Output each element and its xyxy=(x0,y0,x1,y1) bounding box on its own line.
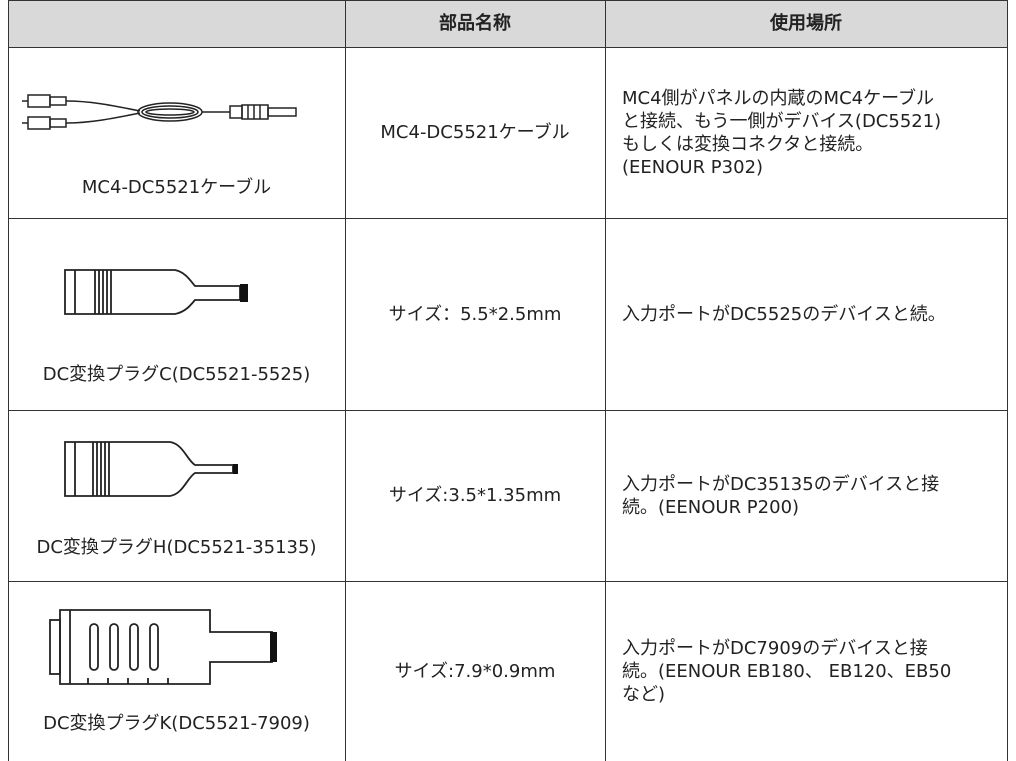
image-caption: DC変換プラグH(DC5521-35135) xyxy=(36,537,317,558)
usage-line: もしくは変換コネクタと接続。 xyxy=(622,133,874,155)
part-name: サイズ：5.5*2.5mm xyxy=(388,303,562,325)
image-caption: DC変換プラグK(DC5521-7909) xyxy=(43,713,310,734)
usage-line: 入力ポートがDC35135のデバイスと接 xyxy=(622,473,940,495)
plug-image xyxy=(64,441,238,497)
image-caption: DC変換プラグC(DC5521-5525) xyxy=(42,364,311,385)
border xyxy=(8,0,1008,1)
usage-line: 入力ポートがDC5525のデバイスと続。 xyxy=(622,303,946,325)
usage-line: など) xyxy=(622,683,666,705)
part-name: MC4-DC5521ケーブル xyxy=(380,122,570,143)
header-cell: 部品名称 xyxy=(439,13,511,34)
header-background xyxy=(8,0,1008,47)
usage-line: (EENOUR P302) xyxy=(622,156,764,178)
usage-line: 続。(EENOUR EB180、 EB120、EB50 xyxy=(622,660,952,682)
usage-line: と接続、もう一側がデバイス(DC5521) xyxy=(622,110,942,132)
usage-cell: MC4側がパネルの内蔵のMC4ケーブル と接続、もう一側がデバイス(DC5521… xyxy=(605,47,1007,218)
plug-image xyxy=(49,609,277,685)
usage-line: 続。(EENOUR P200) xyxy=(622,496,800,518)
image-caption: MC4-DC5521ケーブル xyxy=(81,177,272,198)
usage-cell: 入力ポートがDC7909のデバイスと接 続。(EENOUR EB180、 EB1… xyxy=(605,581,1007,761)
border xyxy=(605,0,606,761)
border xyxy=(8,0,9,761)
border xyxy=(345,0,346,761)
border xyxy=(8,410,1008,411)
border xyxy=(8,218,1008,219)
usage-cell: 入力ポートがDC5525のデバイスと続。 xyxy=(605,218,1007,410)
usage-line: MC4側がパネルの内蔵のMC4ケーブル xyxy=(622,87,935,109)
cable-image xyxy=(22,94,297,130)
border xyxy=(8,47,1008,48)
plug-image xyxy=(64,269,248,315)
header-cell: 使用場所 xyxy=(770,13,842,34)
border xyxy=(8,581,1008,582)
border xyxy=(1007,0,1008,761)
part-name: サイズ:7.9*0.9mm xyxy=(394,660,556,682)
usage-cell: 入力ポートがDC35135のデバイスと接 続。(EENOUR P200) xyxy=(605,410,1007,581)
part-name: サイズ:3.5*1.35mm xyxy=(388,485,562,506)
usage-line: 入力ポートがDC7909のデバイスと接 xyxy=(622,637,928,659)
